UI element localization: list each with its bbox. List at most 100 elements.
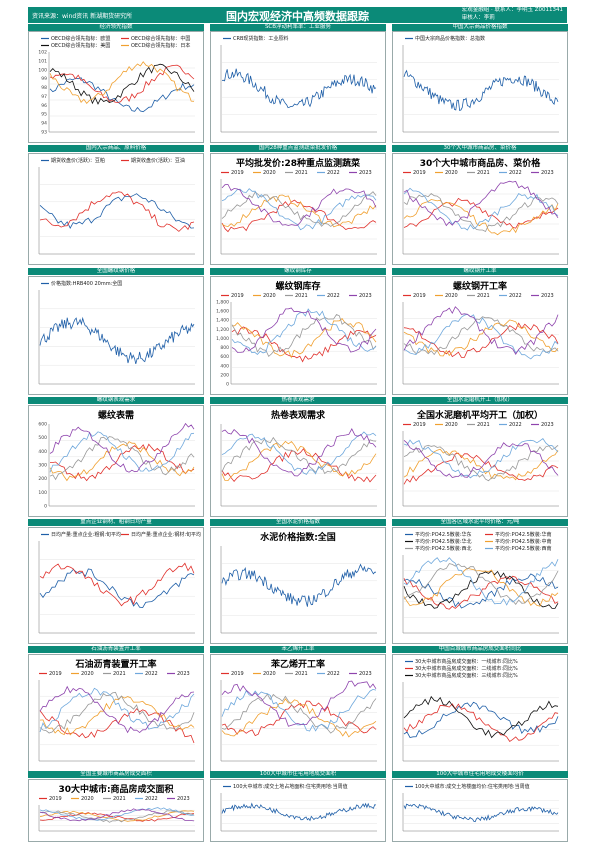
series-line <box>221 440 377 482</box>
series-line <box>221 802 377 822</box>
series-line <box>39 191 195 232</box>
series-line <box>39 685 195 734</box>
legend-entry: 2021 <box>113 671 126 677</box>
chart-title: 30大中城市:商品房成交面积 <box>58 783 173 795</box>
legend-entry: OECD综合领先指标：中国 <box>131 35 190 42</box>
y-tick-label: 400 <box>38 449 47 455</box>
section-bar: 螺纹钢开工率 <box>392 268 568 275</box>
analyst-line: 宏观金融组 · 联系人：李明玉 Z0011341 <box>461 7 563 13</box>
legend-entry: 平均价:PO42.5散装:华南 <box>495 531 551 538</box>
section-bar: SCB浮动利率率：工业服务 <box>210 24 386 31</box>
section-bar: 全国主要城市商品房成交面积 <box>28 771 204 778</box>
series-line <box>49 436 195 481</box>
y-tick-label: 1,800 <box>216 300 229 306</box>
chart-svg-p7: 价格指数:HRB400 20mm:全国 <box>38 280 195 385</box>
chart-title: 热卷表观需求 <box>271 409 326 421</box>
series-line <box>403 319 559 357</box>
legend-entry: 2023 <box>541 422 554 428</box>
section-bar: 国内大宗商品、原料价格 <box>28 145 204 152</box>
series-line <box>39 810 195 823</box>
y-tick-label: 96 <box>41 103 47 109</box>
chart-svg-p16: 石油沥青装置开工率 2019 2020 2021 2022 2023 <box>38 658 195 762</box>
y-tick-label: 1,200 <box>216 327 229 333</box>
chart-panel-p6: 30个大中城市商品房、菜价格 2019 2020 2021 2022 2023 <box>392 153 568 265</box>
legend-entry: 2022 <box>327 671 340 677</box>
chart-svg-p4: 期货收盘价(活跃)：豆粕 期货收盘价(活跃)：豆油 <box>38 157 195 255</box>
y-tick-label: 0 <box>226 382 229 388</box>
chart-svg-p9: 螺纹钢开工率 2019 2020 2021 2022 2023 <box>402 280 559 385</box>
legend-entry: 2019 <box>231 170 244 176</box>
chart-title: 螺纹钢库存 <box>275 280 320 292</box>
legend-entry: 2022 <box>509 170 522 176</box>
chart-panel-p5: 平均批发价:28种重点监测蔬菜 2019 2020 2021 2022 2023 <box>210 153 386 265</box>
series-line <box>231 307 377 353</box>
chart-panel-p13: 日均产量:重点企业:粗钢:旬平均 日均产量:重点企业:钢材:旬平均 <box>28 527 204 644</box>
y-tick-label: 102 <box>38 50 47 56</box>
section-bar: 全国水泥磨机开工（加权） <box>392 397 568 404</box>
legend-entry: 2021 <box>477 293 490 299</box>
legend-entry: 2023 <box>359 293 372 299</box>
y-tick-label: 101 <box>38 58 47 64</box>
chart-panel-p17: 苯乙烯开工率 2019 2020 2021 2022 2023 <box>210 654 386 772</box>
report-header: 资讯来源：wind资讯 新湖期货研究所 国内宏观经济中高频数据跟踪 宏观金融组 … <box>28 7 567 23</box>
chart-panel-p15: 平均价:PO42.5散装:华东 平均价:PO42.5散装:华南平均价:PO42.5… <box>392 527 568 644</box>
legend-entry: 2020 <box>445 422 458 428</box>
series-line <box>403 695 559 739</box>
series-line <box>221 68 377 109</box>
chart-panel-p21: 100大中城市:成交土地楼面均价:住宅类用地:当周值 <box>392 779 568 842</box>
y-tick-label: 600 <box>38 422 47 428</box>
series-line <box>39 807 195 821</box>
chart-svg-p3: 中国大宗商品价格指数：总指数 <box>402 35 559 133</box>
legend-entry: 2021 <box>477 170 490 176</box>
chart-panel-p3: 中国大宗商品价格指数：总指数 <box>392 31 568 143</box>
y-tick-label: 94 <box>41 121 47 127</box>
series-line <box>39 808 195 822</box>
section-bar: 100大中城市住宅用地成交楼面均价 <box>392 771 568 778</box>
series-line <box>231 318 377 359</box>
chart-svg-p21: 100大中城市:成交土地楼面均价:住宅类用地:当周值 <box>402 783 559 832</box>
legend-entry: 2020 <box>445 293 458 299</box>
legend-entry: 中国大宗商品价格指数：总指数 <box>415 35 485 42</box>
legend-entry: 2022 <box>327 170 340 176</box>
series-line <box>403 306 559 355</box>
legend-entry: 2023 <box>359 170 372 176</box>
section-bar: 国内28种重点监测蔬菜批发价格 <box>210 145 386 152</box>
legend-entry: 价格指数:HRB400 20mm:全国 <box>51 280 122 287</box>
legend-entry: 2019 <box>413 170 426 176</box>
y-tick-label: 1,000 <box>216 336 229 342</box>
series-line <box>403 448 559 481</box>
series-line <box>403 703 559 742</box>
legend-entry: 2023 <box>541 170 554 176</box>
series-line <box>403 197 559 229</box>
chart-svg-p20: 100大中城市:成交土地占地面积:住宅类用地:当周值 <box>220 783 377 832</box>
series-line <box>403 803 559 823</box>
y-tick-label: 600 <box>220 354 229 360</box>
y-tick-label: 800 <box>220 345 229 351</box>
legend-entry: 30大中城市商品房成交面积：二线城市:同比% <box>415 665 518 672</box>
legend-entry: 2021 <box>477 422 490 428</box>
section-bar: 热卷表观需求 <box>210 397 386 404</box>
y-tick-label: 93 <box>41 130 47 136</box>
legend-entry: 2021 <box>295 293 308 299</box>
y-tick-label: 200 <box>38 476 47 482</box>
series-line <box>221 693 377 734</box>
series-line <box>221 199 377 233</box>
y-tick-label: 99 <box>41 76 47 82</box>
legend-entry: 平均价:PO42.5散装:西北 <box>415 545 471 552</box>
series-line <box>403 322 559 358</box>
series-line <box>221 428 377 477</box>
legend-entry: 2019 <box>413 293 426 299</box>
legend-entry: 2022 <box>509 293 522 299</box>
series-line <box>39 691 195 734</box>
series-line <box>39 812 195 822</box>
chart-svg-p14: 水泥价格指数:全国 <box>220 531 377 634</box>
chart-panel-p14: 水泥价格指数:全国 <box>210 527 386 644</box>
series-line <box>49 422 195 473</box>
section-bar: 螺纹钢库存 <box>210 268 386 275</box>
chart-panel-p11: 热卷表观需求 <box>210 405 386 517</box>
legend-entry: 平均价:PO42.5散装:华东 <box>415 531 471 538</box>
series-line <box>403 187 559 231</box>
legend-entry: 2023 <box>541 293 554 299</box>
